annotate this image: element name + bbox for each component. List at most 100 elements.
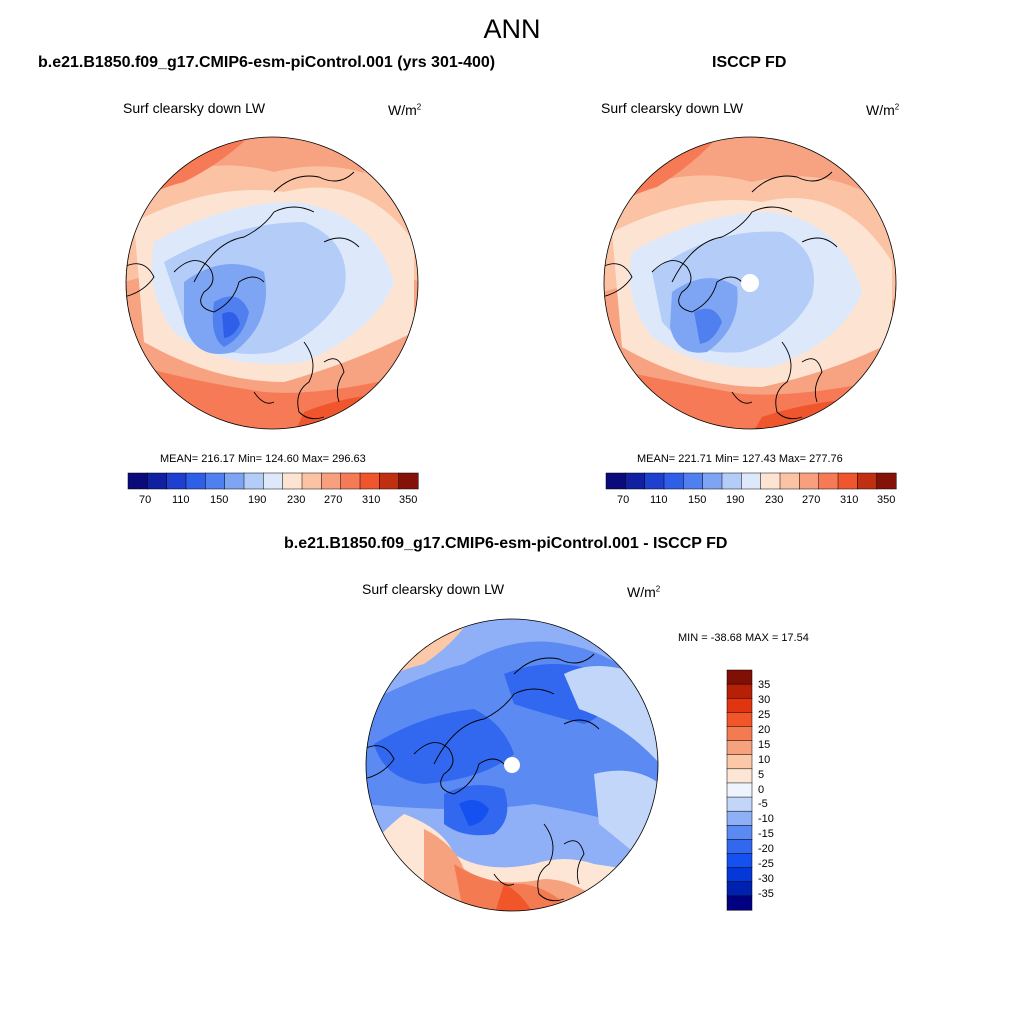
panel-2-colorbar <box>605 472 897 490</box>
colorbar-tick-label: 350 <box>877 494 896 506</box>
colorbar-cell <box>726 895 753 911</box>
diff-panel-case-title: b.e21.B1850.f09_g17.CMIP6-esm-piControl.… <box>284 535 728 552</box>
colorbar-cell <box>726 796 753 812</box>
colorbar-cell <box>398 472 419 490</box>
colorbar-cell <box>818 472 839 490</box>
panel-2-polar-map <box>603 136 897 430</box>
panel-2-stats: MEAN= 221.71 Min= 127.43 Max= 277.76 <box>637 453 843 465</box>
main-title: ANN <box>483 14 541 44</box>
colorbar-tick-label: 270 <box>324 494 343 506</box>
colorbar-cell <box>726 881 753 897</box>
colorbar-cell <box>726 669 753 685</box>
diff-panel-colorbar <box>726 669 753 911</box>
colorbar-tick-label: 30 <box>758 694 771 706</box>
diff-panel-units: W/m2 <box>627 584 661 600</box>
colorbar-tick-label: 310 <box>362 494 381 506</box>
colorbar-cell <box>359 472 380 490</box>
colorbar-cell <box>282 472 303 490</box>
colorbar-cell <box>340 472 361 490</box>
panel-2-case-title: ISCCP FD <box>712 54 787 71</box>
colorbar-tick-label: 5 <box>758 769 765 781</box>
panel-2-field-name: Surf clearsky down LW <box>601 100 744 116</box>
panel-1-field-name: Surf clearsky down LW <box>123 100 266 116</box>
colorbar-tick-label: 70 <box>617 494 630 506</box>
colorbar-cell <box>799 472 820 490</box>
colorbar-tick-label: 150 <box>210 494 229 506</box>
colorbar-cell <box>644 472 665 490</box>
colorbar-tick-label: 270 <box>802 494 821 506</box>
colorbar-cell <box>625 472 646 490</box>
colorbar-tick-label: 35 <box>758 679 771 691</box>
colorbar-cell <box>726 683 753 699</box>
colorbar-cell <box>127 472 148 490</box>
colorbar-cell <box>301 472 322 490</box>
panel-1-polar-map <box>125 136 419 430</box>
colorbar-cell <box>760 472 781 490</box>
colorbar-cell <box>726 867 753 883</box>
colorbar-tick-label: 230 <box>287 494 306 506</box>
colorbar-cell <box>726 853 753 869</box>
colorbar-cell <box>243 472 264 490</box>
panel-1-case-title: b.e21.B1850.f09_g17.CMIP6-esm-piControl.… <box>38 54 496 71</box>
colorbar-cell <box>726 726 753 742</box>
colorbar-cell <box>721 472 742 490</box>
colorbar-tick-label: -25 <box>758 858 774 870</box>
diff-panel-stats: MIN = -38.68 MAX = 17.54 <box>678 632 809 644</box>
colorbar-cell <box>166 472 187 490</box>
colorbar-tick-label: 25 <box>758 709 771 721</box>
colorbar-tick-label: -10 <box>758 813 774 825</box>
panel-2-colorbar-ticks: 70 110 150 190 230 270 310 350 <box>606 494 896 508</box>
colorbar-tick-label: -15 <box>758 828 774 840</box>
diff-panel-field-name: Surf clearsky down LW <box>362 581 505 597</box>
colorbar-tick-label: 110 <box>172 494 190 506</box>
colorbar-cell <box>702 472 723 490</box>
colorbar-cell <box>876 472 897 490</box>
colorbar-tick-label: 150 <box>688 494 707 506</box>
colorbar-cell <box>726 825 753 840</box>
colorbar-cell <box>147 472 168 490</box>
colorbar-cell <box>726 712 753 728</box>
colorbar-tick-label: 230 <box>765 494 784 506</box>
colorbar-cell <box>726 782 753 798</box>
colorbar-cell <box>224 472 245 490</box>
colorbar-tick-label: 15 <box>758 739 771 751</box>
diff-panel-polar-map <box>365 618 659 912</box>
colorbar-tick-label: -35 <box>758 888 774 900</box>
colorbar-tick-label: -5 <box>758 798 768 810</box>
colorbar-tick-label: 190 <box>248 494 267 506</box>
colorbar-tick-label: 70 <box>139 494 152 506</box>
colorbar-tick-label: 110 <box>650 494 668 506</box>
colorbar-cell <box>185 472 206 490</box>
colorbar-tick-label: 20 <box>758 724 771 736</box>
colorbar-cell <box>379 472 400 490</box>
colorbar-cell <box>263 472 284 490</box>
colorbar-cell <box>205 472 226 490</box>
colorbar-cell <box>779 472 800 490</box>
colorbar-tick-label: 310 <box>840 494 859 506</box>
panel-1-colorbar-ticks: 70 110 150 190 230 270 310 350 <box>128 494 418 508</box>
colorbar-cell <box>663 472 684 490</box>
diff-panel-colorbar-ticks: 35 30 25 20 15 10 5 0 -5 -10 -15 -20 -25… <box>758 670 798 910</box>
colorbar-cell <box>741 472 762 490</box>
colorbar-tick-label: 190 <box>726 494 745 506</box>
colorbar-tick-label: -30 <box>758 873 774 885</box>
colorbar-cell <box>726 697 753 713</box>
panel-1-stats: MEAN= 216.17 Min= 124.60 Max= 296.63 <box>160 453 366 465</box>
colorbar-cell <box>726 740 753 756</box>
colorbar-cell <box>837 472 858 490</box>
colorbar-cell <box>605 472 626 490</box>
colorbar-cell <box>726 768 753 784</box>
colorbar-cell <box>726 810 753 826</box>
colorbar-cell <box>321 472 342 490</box>
colorbar-tick-label: 0 <box>758 784 765 796</box>
colorbar-cell <box>726 754 753 770</box>
colorbar-cell <box>683 472 704 490</box>
colorbar-tick-label: -20 <box>758 843 774 855</box>
colorbar-cell <box>726 839 753 855</box>
colorbar-tick-label: 350 <box>399 494 418 506</box>
panel-1-units: W/m2 <box>388 102 422 118</box>
colorbar-cell <box>857 472 878 490</box>
panel-1-colorbar <box>127 472 419 490</box>
colorbar-tick-label: 10 <box>758 754 771 766</box>
panel-2-units: W/m2 <box>866 102 900 118</box>
